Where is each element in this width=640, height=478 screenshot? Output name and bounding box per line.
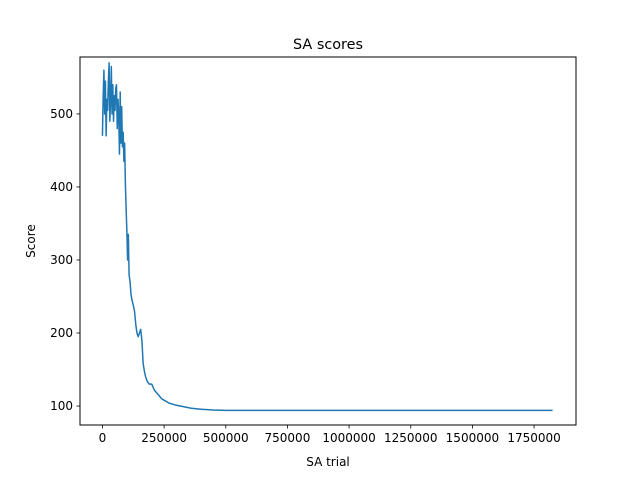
x-tick-label: 500000 xyxy=(203,431,249,445)
x-tick-label: 750000 xyxy=(265,431,311,445)
axis-ticks: 0 250000 500000 750000 1000000 1250000 1500000… xyxy=(50,107,561,445)
x-axis-label: SA trial xyxy=(306,455,350,469)
x-tick-label: 0 xyxy=(99,431,107,445)
x-tick-label: 250000 xyxy=(141,431,187,445)
chart-title: SA scores xyxy=(293,37,363,53)
y-tick-label: 300 xyxy=(50,253,73,267)
y-tick-label: 400 xyxy=(50,180,73,194)
series-line-0 xyxy=(101,62,553,412)
plot-area xyxy=(101,62,553,412)
x-tick-label: 1750000 xyxy=(507,431,560,445)
y-tick-label: 200 xyxy=(50,326,73,340)
y-axis-label: Score xyxy=(24,224,38,258)
x-tick-label: 1000000 xyxy=(322,431,375,445)
axes-frame xyxy=(79,56,577,426)
y-tick-label: 100 xyxy=(50,399,73,413)
y-tick-label: 500 xyxy=(50,107,73,121)
x-tick-label: 1500000 xyxy=(446,431,499,445)
x-tick-label: 1250000 xyxy=(384,431,437,445)
